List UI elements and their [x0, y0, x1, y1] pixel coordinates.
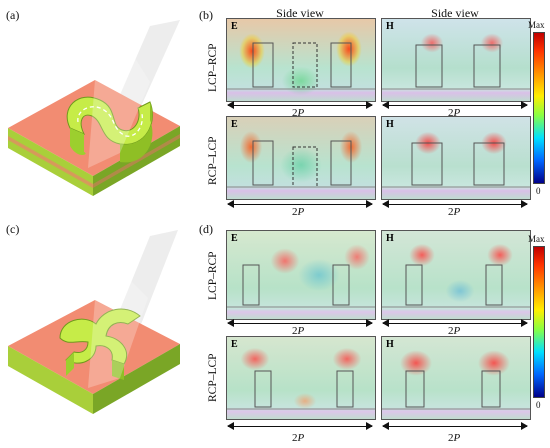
period-arrow: [382, 199, 528, 211]
column-header-h: Side view: [431, 6, 479, 20]
colorbar-min-label: 0: [536, 400, 541, 410]
row-label-d-bot: RCP–LCP: [207, 353, 219, 402]
row-label-b-bot: RCP–LCP: [207, 136, 219, 185]
panel-label-a: (a): [6, 8, 20, 22]
colorbar-max-label: Max: [528, 20, 545, 30]
period-arrow: [227, 318, 373, 330]
field-tag-e: E: [231, 119, 238, 130]
field-tag-h: H: [386, 119, 394, 130]
field-map-d-lcp-rcp-h: H: [381, 230, 531, 320]
field-map-d-rcp-lcp-h: H: [381, 336, 531, 420]
panel-label-b: (b): [199, 8, 213, 22]
period-label: 2P: [292, 107, 305, 119]
colorbar-max-label: Max: [528, 234, 545, 244]
field-map-b-rcp-lcp-h: H: [381, 116, 531, 200]
metasurface-illustration-c: [8, 230, 180, 414]
period-label: 2P: [448, 107, 461, 119]
field-map-b-lcp-rcp-e: E: [226, 18, 376, 102]
field-tag-h: H: [386, 339, 394, 350]
period-label: 2P: [448, 432, 461, 444]
colorbar: [533, 32, 545, 184]
period-arrow: [227, 100, 373, 112]
period-label: 2P: [292, 206, 305, 218]
panel-label-c: (c): [6, 222, 20, 236]
period-arrow: [227, 421, 373, 433]
colorbar-min-label: 0: [536, 186, 541, 196]
period-arrow: [382, 318, 528, 330]
field-tag-e: E: [231, 21, 238, 32]
row-label-b-top: LCP–RCP: [207, 43, 219, 92]
field-tag-e: E: [231, 233, 238, 244]
column-header-e: Side view: [276, 6, 324, 20]
field-map-b-lcp-rcp-h: H: [381, 18, 531, 102]
row-label-d-top: LCP–RCP: [207, 251, 219, 300]
panel-label-d: (d): [199, 222, 213, 236]
period-label: 2P: [448, 325, 461, 337]
field-tag-e: E: [231, 339, 238, 350]
period-arrow: [382, 100, 528, 112]
period-label: 2P: [292, 432, 305, 444]
field-tag-h: H: [386, 21, 394, 32]
period-label: 2P: [448, 206, 461, 218]
colorbar: [533, 246, 545, 398]
period-arrow: [227, 199, 373, 211]
field-tag-h: H: [386, 233, 394, 244]
metasurface-illustration-a: [8, 20, 180, 196]
field-map-d-lcp-rcp-e: E: [226, 230, 376, 320]
period-arrow: [382, 421, 528, 433]
field-map-d-rcp-lcp-e: E: [226, 336, 376, 420]
field-map-b-rcp-lcp-e: E: [226, 116, 376, 200]
period-label: 2P: [292, 325, 305, 337]
